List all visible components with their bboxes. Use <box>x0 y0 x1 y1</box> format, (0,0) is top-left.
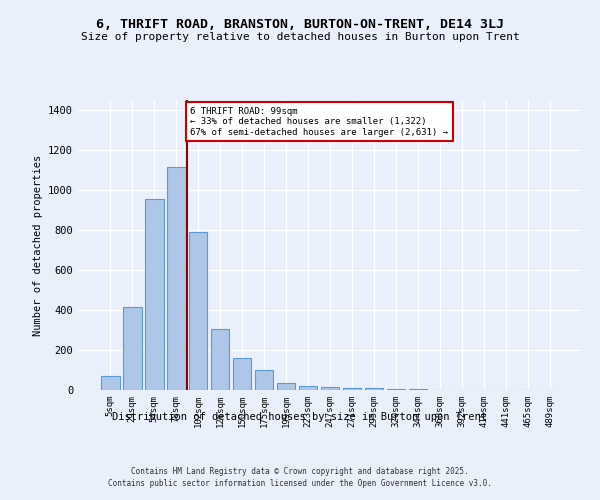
Bar <box>343 388 361 390</box>
Text: 6 THRIFT ROAD: 99sqm
← 33% of detached houses are smaller (1,322)
67% of semi-de: 6 THRIFT ROAD: 99sqm ← 33% of detached h… <box>190 107 448 137</box>
Bar <box>255 370 274 390</box>
Text: Contains HM Land Registry data © Crown copyright and database right 2025.
Contai: Contains HM Land Registry data © Crown c… <box>108 466 492 487</box>
Bar <box>145 199 164 390</box>
Text: Size of property relative to detached houses in Burton upon Trent: Size of property relative to detached ho… <box>80 32 520 42</box>
Text: 6, THRIFT ROAD, BRANSTON, BURTON-ON-TRENT, DE14 3LJ: 6, THRIFT ROAD, BRANSTON, BURTON-ON-TREN… <box>96 18 504 30</box>
Bar <box>277 383 295 390</box>
Bar <box>320 387 340 390</box>
Text: Distribution of detached houses by size in Burton upon Trent: Distribution of detached houses by size … <box>113 412 487 422</box>
Bar <box>167 167 185 390</box>
Bar <box>211 329 229 390</box>
Bar <box>386 389 405 390</box>
Bar <box>233 358 251 390</box>
Bar <box>123 307 142 390</box>
Bar <box>365 388 383 390</box>
Bar <box>101 376 119 390</box>
Bar <box>299 386 317 390</box>
Y-axis label: Number of detached properties: Number of detached properties <box>32 154 43 336</box>
Bar <box>189 232 208 390</box>
